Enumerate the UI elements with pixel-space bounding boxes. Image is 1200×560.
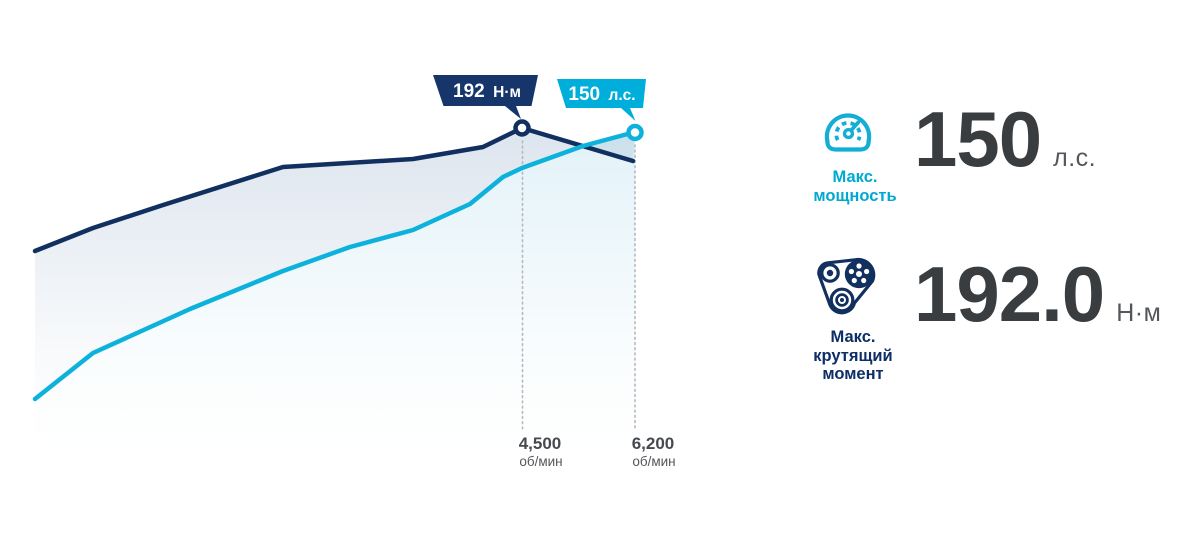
max-power-unit: л.с. <box>1053 144 1097 172</box>
torque-badge-value: 192 <box>453 81 485 102</box>
max-torque-label-line2: крутящий <box>813 346 893 365</box>
tick-4500-unit: об/мин <box>519 454 562 469</box>
tick-6200-unit: об/мин <box>632 454 675 469</box>
torque-power-chart: 192 Н·м 150 л.с. 4,500 об/мин 6,200 об/м… <box>32 75 676 469</box>
tick-4500-value: 4,500 <box>519 434 562 453</box>
max-torque-value-row: 192.0 Н·м <box>914 255 1161 333</box>
max-power-value-row: 150 л.с. <box>914 100 1096 178</box>
power-peak-marker <box>626 123 644 142</box>
speedometer-icon <box>824 113 872 152</box>
max-torque-value: 192.0 <box>914 250 1105 338</box>
power-curve <box>32 129 638 402</box>
torque-peak-badge: 192 Н·м <box>433 75 538 119</box>
max-torque-label-line1: Макс. <box>830 328 876 346</box>
engine-belt-icon <box>817 257 876 315</box>
max-power-label-line1: Макс. <box>832 168 878 186</box>
max-torque-unit: Н·м <box>1116 299 1162 327</box>
max-torque-label-line3: момент <box>822 365 884 383</box>
svg-text:192 Н·м: 192 Н·м <box>453 81 521 102</box>
svg-text:150 л.с.: 150 л.с. <box>568 84 635 105</box>
rpm-tick-4500: 4,500 об/мин <box>519 434 563 469</box>
power-peak-badge: 150 л.с. <box>557 79 646 121</box>
max-power-value: 150 <box>914 95 1042 183</box>
power-area-fill <box>35 132 635 448</box>
rpm-tick-6200: 6,200 об/мин <box>632 434 676 469</box>
torque-area-fill <box>35 128 635 399</box>
torque-badge-unit: Н·м <box>493 84 521 101</box>
tick-6200-value: 6,200 <box>632 434 675 453</box>
power-badge-value: 150 <box>568 84 600 105</box>
max-power-label-line2: мощность <box>813 186 897 205</box>
max-power-label: Макс. мощность <box>796 168 914 205</box>
power-badge-unit: л.с. <box>609 87 636 104</box>
torque-peak-marker <box>513 119 531 137</box>
max-torque-label: Макс. крутящий момент <box>790 328 916 384</box>
